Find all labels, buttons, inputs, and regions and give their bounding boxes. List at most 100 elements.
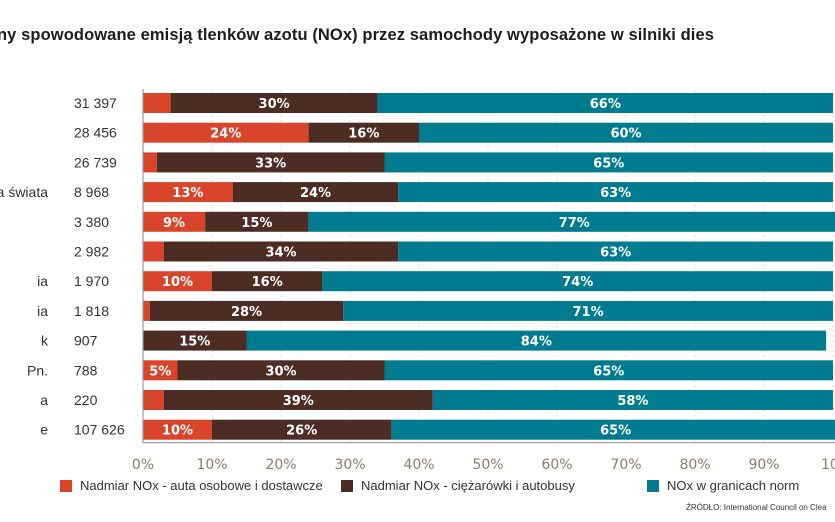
x-tick-label: 10% bbox=[196, 457, 227, 473]
data-label: 74% bbox=[562, 275, 593, 290]
bar-segment bbox=[343, 300, 833, 321]
total-label: 788 bbox=[74, 362, 98, 378]
total-label: 26 739 bbox=[74, 154, 117, 170]
data-label: 58% bbox=[617, 394, 648, 409]
data-label: 10% bbox=[162, 424, 193, 439]
legend-item-trucks: Nadmiar NOx - ciężarówki i autobusy bbox=[341, 478, 575, 493]
category-label: ia bbox=[37, 273, 48, 289]
total-label: 1 818 bbox=[74, 303, 109, 319]
data-label: 63% bbox=[600, 246, 631, 261]
data-label: 30% bbox=[265, 364, 296, 379]
legend-label-within-norm: NOx w granicach norm bbox=[667, 478, 800, 493]
bar-segment bbox=[212, 419, 392, 440]
data-label: 28% bbox=[231, 305, 262, 320]
bar-segment bbox=[177, 360, 385, 381]
bar-segment bbox=[143, 152, 157, 173]
bar-segment bbox=[212, 271, 323, 292]
chart-title: ny spowodowane emisją tlenków azotu (NOx… bbox=[0, 26, 715, 44]
bar-segment bbox=[143, 182, 233, 203]
category-label: Pn. bbox=[27, 362, 48, 378]
bar-segment bbox=[170, 93, 378, 113]
data-label: 39% bbox=[283, 394, 314, 409]
bar-segment bbox=[143, 360, 178, 381]
x-tick-label: 0% bbox=[132, 457, 154, 473]
x-tick-label: 60% bbox=[541, 457, 572, 473]
data-label: 9% bbox=[163, 216, 185, 231]
total-label: 2 982 bbox=[74, 244, 109, 260]
total-label: 8 968 bbox=[74, 184, 109, 200]
bar-segment bbox=[384, 360, 833, 381]
bar-segment bbox=[432, 390, 833, 410]
legend-swatch-trucks bbox=[341, 479, 353, 492]
data-label: 34% bbox=[265, 246, 296, 261]
bar-segment bbox=[143, 93, 171, 113]
legend-label-trucks: Nadmiar NOx - ciężarówki i autobusy bbox=[361, 478, 575, 493]
category-label: a bbox=[40, 392, 48, 408]
total-label: 3 380 bbox=[74, 214, 109, 230]
total-label: 220 bbox=[74, 392, 98, 408]
data-label: 24% bbox=[210, 127, 241, 142]
data-label: 30% bbox=[259, 97, 290, 112]
data-label: 13% bbox=[172, 186, 203, 201]
bar-segment bbox=[398, 241, 833, 262]
bar-segment bbox=[163, 241, 399, 262]
bar-segment bbox=[163, 390, 433, 410]
data-label: 15% bbox=[179, 335, 210, 350]
data-label: 26% bbox=[286, 424, 317, 439]
bar-segment bbox=[143, 271, 212, 292]
bar-segment bbox=[246, 330, 827, 351]
legend-swatch-within-norm bbox=[647, 479, 659, 492]
bar-segment bbox=[391, 419, 835, 440]
data-label: 63% bbox=[600, 186, 631, 201]
bar-segment bbox=[384, 152, 833, 173]
legend-label-cars: Nadmiar NOx - auta osobowe i dostawcze bbox=[80, 478, 323, 493]
bar-segment bbox=[322, 271, 833, 292]
data-label: 65% bbox=[593, 364, 624, 379]
x-tick-label: 10 bbox=[821, 457, 835, 473]
legend-item-within-norm: NOx w granicach norm bbox=[647, 478, 799, 493]
data-label: 16% bbox=[252, 275, 283, 290]
bar-segment bbox=[419, 122, 833, 143]
category-label: a świata bbox=[0, 184, 48, 200]
bar-segment bbox=[143, 241, 164, 262]
data-label: 15% bbox=[241, 216, 272, 231]
bar-segment bbox=[308, 122, 419, 143]
data-label: 84% bbox=[521, 335, 552, 350]
data-label: 66% bbox=[590, 97, 621, 112]
bar-segment bbox=[398, 182, 833, 203]
legend-item-cars: Nadmiar NOx - auta osobowe i dostawcze bbox=[60, 478, 323, 493]
data-label: 65% bbox=[600, 424, 631, 439]
data-label: 10% bbox=[162, 275, 193, 290]
data-label: 16% bbox=[348, 127, 379, 142]
x-tick-label: 70% bbox=[610, 457, 641, 473]
bar-segment bbox=[149, 300, 344, 321]
total-label: 107 626 bbox=[74, 422, 125, 438]
category-label: ia bbox=[37, 303, 48, 319]
bar-segment bbox=[143, 390, 164, 410]
total-label: 31 397 bbox=[74, 95, 117, 111]
x-tick-label: 90% bbox=[748, 457, 779, 473]
x-tick-label: 40% bbox=[403, 457, 434, 473]
bar-segment bbox=[205, 211, 309, 232]
x-tick-label: 30% bbox=[334, 457, 365, 473]
x-tick-label: 20% bbox=[265, 457, 296, 473]
total-label: 1 970 bbox=[74, 273, 109, 289]
data-label: 65% bbox=[593, 156, 624, 171]
data-label: 77% bbox=[559, 216, 590, 231]
x-tick-label: 50% bbox=[472, 457, 503, 473]
legend-swatch-cars bbox=[60, 479, 72, 492]
data-label: 71% bbox=[572, 305, 603, 320]
data-label: 5% bbox=[149, 364, 171, 379]
bar-segment bbox=[143, 211, 206, 232]
bar-segment bbox=[143, 300, 150, 321]
bar-segment bbox=[143, 419, 212, 440]
bar-segment bbox=[156, 152, 385, 173]
bar-segment bbox=[377, 93, 833, 113]
bar-segment bbox=[232, 182, 399, 203]
bar-segment bbox=[308, 211, 835, 232]
category-label: e bbox=[40, 422, 48, 438]
bar-segment bbox=[143, 330, 247, 351]
bar-segment bbox=[143, 122, 309, 143]
data-label: 33% bbox=[255, 156, 286, 171]
